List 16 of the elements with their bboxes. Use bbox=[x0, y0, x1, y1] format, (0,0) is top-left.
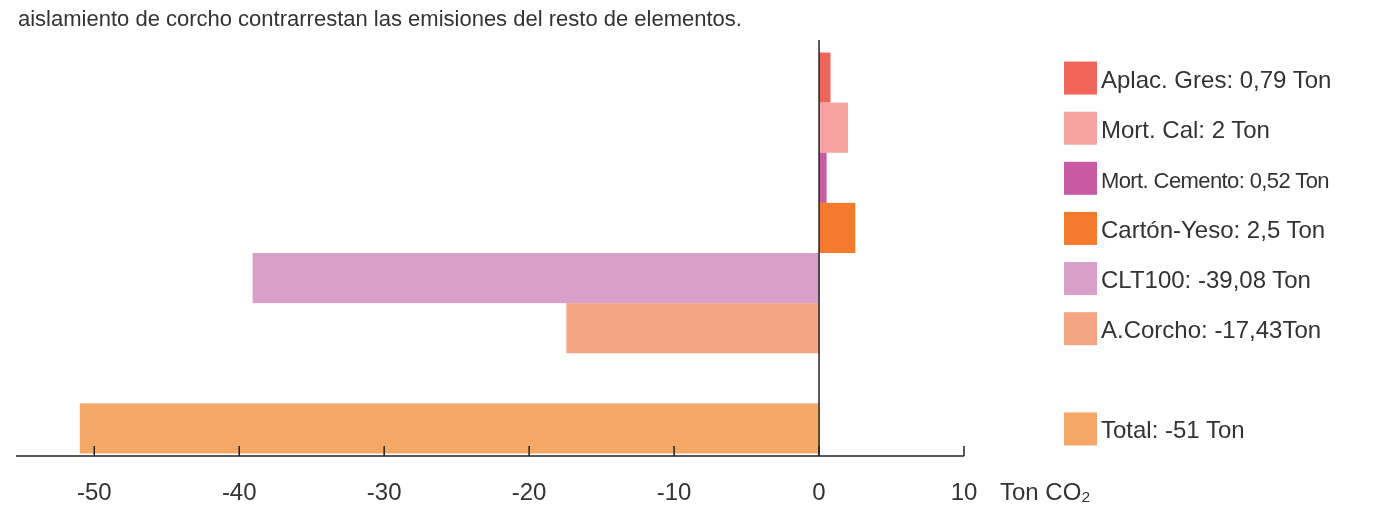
x-tick-label: -20 bbox=[511, 478, 547, 505]
legend-label: A.Corcho: -17,43Ton bbox=[1101, 316, 1322, 344]
x-tick-label: -40 bbox=[221, 478, 257, 505]
legend-label: Aplac. Gres: 0,79 Ton bbox=[1101, 65, 1332, 93]
x-tick-label: 10 bbox=[950, 478, 978, 505]
x-tick-label: -10 bbox=[656, 478, 692, 505]
x-axis-title: Ton CO₂ bbox=[1000, 478, 1091, 505]
legend-label: Total: -51 Ton bbox=[1101, 416, 1245, 444]
legend-label: Mort. Cemento: 0,52 Ton bbox=[1101, 167, 1329, 193]
text: aislamiento de corcho contrarrestan las emisiones del resto de elementos. bbox=[18, 6, 742, 31]
legend-label: CLT100: -39,08 Ton bbox=[1101, 266, 1311, 294]
x-tick-label: 0 bbox=[812, 478, 826, 505]
legend-label: Mort. Cal: 2 Ton bbox=[1101, 115, 1270, 143]
x-tick-label: -50 bbox=[76, 478, 112, 505]
x-tick-label: -30 bbox=[366, 478, 402, 505]
legend-label: Cartón-Yeso: 2,5 Ton bbox=[1101, 215, 1326, 243]
